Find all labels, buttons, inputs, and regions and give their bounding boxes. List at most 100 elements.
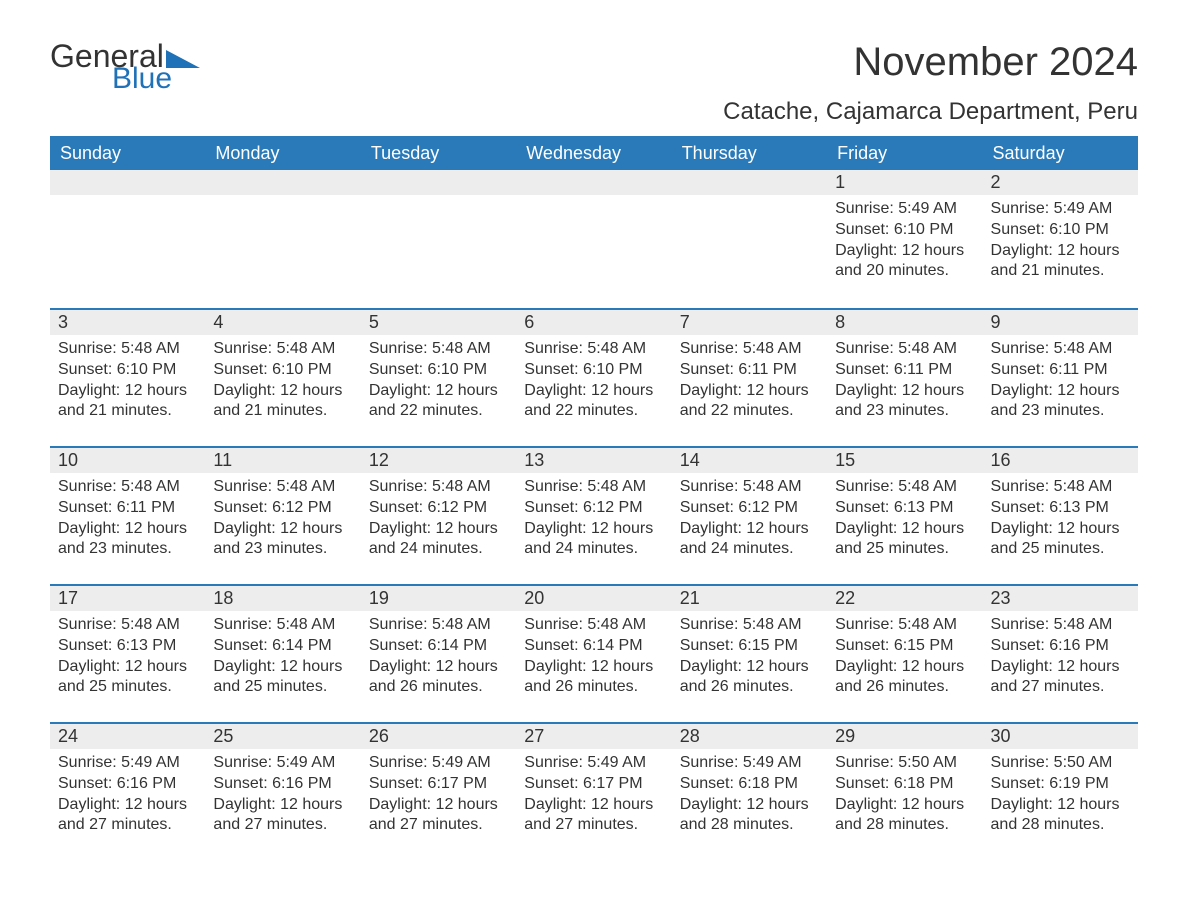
sunrise-text: Sunrise: 5:48 AM (213, 615, 352, 636)
day-number: 8 (827, 308, 982, 335)
sunset-text: Sunset: 6:14 PM (213, 636, 352, 657)
sunrise-text: Sunrise: 5:48 AM (991, 477, 1130, 498)
calendar-day-cell: 20Sunrise: 5:48 AMSunset: 6:14 PMDayligh… (516, 584, 671, 722)
day-number: 12 (361, 446, 516, 473)
calendar-week-row: 10Sunrise: 5:48 AMSunset: 6:11 PMDayligh… (50, 446, 1138, 584)
day-details: Sunrise: 5:49 AMSunset: 6:10 PMDaylight:… (983, 195, 1138, 290)
sunset-text: Sunset: 6:18 PM (680, 774, 819, 795)
day-number-bar-empty (205, 170, 360, 195)
day-number: 9 (983, 308, 1138, 335)
calendar-day-cell: 18Sunrise: 5:48 AMSunset: 6:14 PMDayligh… (205, 584, 360, 722)
day-details: Sunrise: 5:50 AMSunset: 6:18 PMDaylight:… (827, 749, 982, 844)
daylight-text: Daylight: 12 hours and 27 minutes. (991, 657, 1130, 699)
day-number: 17 (50, 584, 205, 611)
sunrise-text: Sunrise: 5:49 AM (524, 753, 663, 774)
day-details: Sunrise: 5:48 AMSunset: 6:10 PMDaylight:… (516, 335, 671, 430)
day-number: 19 (361, 584, 516, 611)
day-number: 6 (516, 308, 671, 335)
day-details: Sunrise: 5:48 AMSunset: 6:13 PMDaylight:… (50, 611, 205, 706)
weekday-header: Thursday (672, 137, 827, 171)
sunset-text: Sunset: 6:16 PM (58, 774, 197, 795)
calendar-day-cell: 2Sunrise: 5:49 AMSunset: 6:10 PMDaylight… (983, 170, 1138, 308)
sunset-text: Sunset: 6:11 PM (991, 360, 1130, 381)
sunrise-text: Sunrise: 5:49 AM (835, 199, 974, 220)
calendar-day-cell (516, 170, 671, 308)
daylight-text: Daylight: 12 hours and 22 minutes. (369, 381, 508, 423)
day-details: Sunrise: 5:48 AMSunset: 6:13 PMDaylight:… (827, 473, 982, 568)
calendar-day-cell: 1Sunrise: 5:49 AMSunset: 6:10 PMDaylight… (827, 170, 982, 308)
sunset-text: Sunset: 6:16 PM (213, 774, 352, 795)
sunrise-text: Sunrise: 5:49 AM (369, 753, 508, 774)
weekday-header: Tuesday (361, 137, 516, 171)
sunset-text: Sunset: 6:18 PM (835, 774, 974, 795)
sunrise-text: Sunrise: 5:48 AM (524, 339, 663, 360)
day-details: Sunrise: 5:49 AMSunset: 6:17 PMDaylight:… (361, 749, 516, 844)
calendar-day-cell: 28Sunrise: 5:49 AMSunset: 6:18 PMDayligh… (672, 722, 827, 860)
day-details: Sunrise: 5:48 AMSunset: 6:11 PMDaylight:… (50, 473, 205, 568)
sunset-text: Sunset: 6:13 PM (991, 498, 1130, 519)
weekday-header: Friday (827, 137, 982, 171)
day-number: 24 (50, 722, 205, 749)
calendar-day-cell: 12Sunrise: 5:48 AMSunset: 6:12 PMDayligh… (361, 446, 516, 584)
sunrise-text: Sunrise: 5:49 AM (58, 753, 197, 774)
day-details: Sunrise: 5:48 AMSunset: 6:12 PMDaylight:… (672, 473, 827, 568)
sunset-text: Sunset: 6:10 PM (991, 220, 1130, 241)
daylight-text: Daylight: 12 hours and 23 minutes. (213, 519, 352, 561)
day-number: 1 (827, 170, 982, 195)
day-number: 27 (516, 722, 671, 749)
logo-word-blue: Blue (112, 64, 200, 94)
sunrise-text: Sunrise: 5:48 AM (213, 339, 352, 360)
day-number: 22 (827, 584, 982, 611)
daylight-text: Daylight: 12 hours and 26 minutes. (369, 657, 508, 699)
day-details: Sunrise: 5:48 AMSunset: 6:12 PMDaylight:… (361, 473, 516, 568)
sunrise-text: Sunrise: 5:48 AM (835, 477, 974, 498)
day-details: Sunrise: 5:49 AMSunset: 6:16 PMDaylight:… (50, 749, 205, 844)
day-details: Sunrise: 5:48 AMSunset: 6:15 PMDaylight:… (827, 611, 982, 706)
sunset-text: Sunset: 6:10 PM (213, 360, 352, 381)
sunset-text: Sunset: 6:17 PM (524, 774, 663, 795)
weekday-header: Saturday (983, 137, 1138, 171)
page-title: November 2024 (853, 40, 1138, 85)
daylight-text: Daylight: 12 hours and 24 minutes. (369, 519, 508, 561)
sunrise-text: Sunrise: 5:48 AM (524, 477, 663, 498)
calendar-day-cell: 25Sunrise: 5:49 AMSunset: 6:16 PMDayligh… (205, 722, 360, 860)
day-number: 30 (983, 722, 1138, 749)
daylight-text: Daylight: 12 hours and 25 minutes. (213, 657, 352, 699)
sunset-text: Sunset: 6:11 PM (835, 360, 974, 381)
calendar-day-cell (205, 170, 360, 308)
daylight-text: Daylight: 12 hours and 27 minutes. (58, 795, 197, 837)
calendar-day-cell: 6Sunrise: 5:48 AMSunset: 6:10 PMDaylight… (516, 308, 671, 446)
sunrise-text: Sunrise: 5:48 AM (680, 339, 819, 360)
calendar-body: 1Sunrise: 5:49 AMSunset: 6:10 PMDaylight… (50, 170, 1138, 860)
sunset-text: Sunset: 6:15 PM (835, 636, 974, 657)
calendar-day-cell: 10Sunrise: 5:48 AMSunset: 6:11 PMDayligh… (50, 446, 205, 584)
day-number: 29 (827, 722, 982, 749)
calendar-day-cell: 5Sunrise: 5:48 AMSunset: 6:10 PMDaylight… (361, 308, 516, 446)
day-details: Sunrise: 5:49 AMSunset: 6:18 PMDaylight:… (672, 749, 827, 844)
day-number: 16 (983, 446, 1138, 473)
sunset-text: Sunset: 6:12 PM (524, 498, 663, 519)
sunset-text: Sunset: 6:13 PM (835, 498, 974, 519)
calendar-week-row: 1Sunrise: 5:49 AMSunset: 6:10 PMDaylight… (50, 170, 1138, 308)
daylight-text: Daylight: 12 hours and 26 minutes. (680, 657, 819, 699)
calendar-header-row: Sunday Monday Tuesday Wednesday Thursday… (50, 137, 1138, 171)
calendar-day-cell: 30Sunrise: 5:50 AMSunset: 6:19 PMDayligh… (983, 722, 1138, 860)
day-number: 7 (672, 308, 827, 335)
calendar-day-cell (50, 170, 205, 308)
day-details: Sunrise: 5:48 AMSunset: 6:11 PMDaylight:… (672, 335, 827, 430)
day-number-bar-empty (361, 170, 516, 195)
calendar-day-cell: 4Sunrise: 5:48 AMSunset: 6:10 PMDaylight… (205, 308, 360, 446)
sunset-text: Sunset: 6:10 PM (369, 360, 508, 381)
day-details: Sunrise: 5:48 AMSunset: 6:15 PMDaylight:… (672, 611, 827, 706)
daylight-text: Daylight: 12 hours and 26 minutes. (524, 657, 663, 699)
day-number: 26 (361, 722, 516, 749)
calendar-day-cell: 21Sunrise: 5:48 AMSunset: 6:15 PMDayligh… (672, 584, 827, 722)
location-subtitle: Catache, Cajamarca Department, Peru (50, 98, 1138, 126)
day-details: Sunrise: 5:48 AMSunset: 6:10 PMDaylight:… (50, 335, 205, 430)
sunrise-text: Sunrise: 5:48 AM (213, 477, 352, 498)
day-details: Sunrise: 5:48 AMSunset: 6:12 PMDaylight:… (516, 473, 671, 568)
day-details: Sunrise: 5:49 AMSunset: 6:16 PMDaylight:… (205, 749, 360, 844)
day-number: 10 (50, 446, 205, 473)
daylight-text: Daylight: 12 hours and 26 minutes. (835, 657, 974, 699)
day-number: 4 (205, 308, 360, 335)
